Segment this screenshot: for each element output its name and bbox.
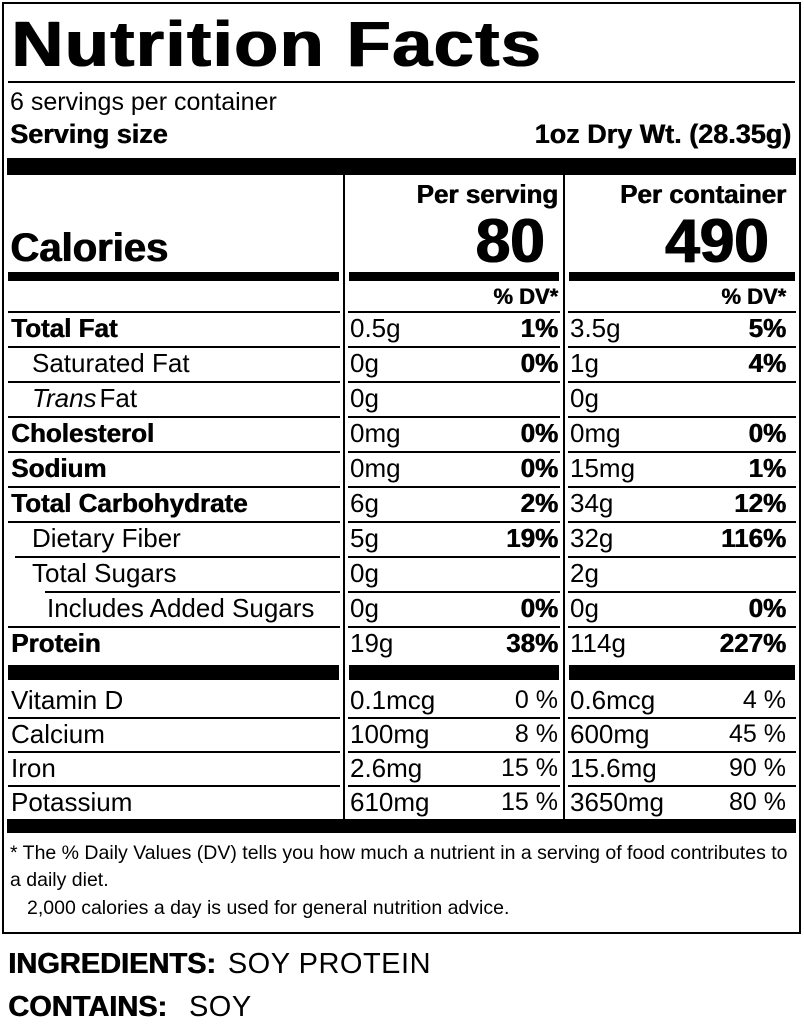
row-saturated-fat: Saturated Fat 0g 0% 1g 4% — [4, 346, 799, 381]
servings-per-container: 6 servings per container — [10, 88, 277, 116]
ingredients-value: SOY PROTEIN — [227, 947, 432, 980]
row-iron: Iron 2.6mg 15 % 15.6mg 90 % — [4, 751, 799, 785]
separator-bar — [349, 664, 559, 680]
row-protein: Protein 19g 38% 114g 227% — [4, 626, 799, 661]
per-serving-header-cell: Per serving — [343, 175, 563, 208]
daily-value-footnote: * The % Daily Values (DV) tells you how … — [4, 833, 799, 932]
row-added-sugars: Includes Added Sugars 0g 0% 0g 0% — [4, 591, 799, 626]
column-headers-row: Per serving Per container — [4, 175, 799, 208]
macro-micro-separator-row — [4, 661, 799, 683]
daily-value-header-row: % DV* % DV* — [4, 282, 799, 311]
calories-underline-row — [4, 270, 799, 282]
calories-label-cell: Calories — [4, 208, 343, 270]
ingredients-line: INGREDIENTS: SOY PROTEIN — [0, 934, 804, 981]
contains-label: CONTAINS: — [8, 990, 167, 1023]
ingredients-label: INGREDIENTS: — [8, 947, 216, 980]
separator-bar — [8, 664, 339, 680]
row-trans-fat: Trans Fat 0g 0g — [4, 381, 799, 416]
calories-underline-bar — [569, 271, 795, 281]
per-serving-header: Per serving — [416, 178, 558, 209]
calories-label: Calories — [10, 226, 168, 270]
separator-bar — [569, 664, 795, 680]
footnote-separator-bar — [7, 819, 796, 833]
row-sodium: Sodium 0mg 0% 15mg 1% — [4, 451, 799, 486]
row-calcium: Calcium 100mg 8 % 600mg 45 % — [4, 717, 799, 751]
calories-per-serving-value: 80 — [475, 206, 544, 276]
per-container-header-cell: Per container — [563, 175, 799, 208]
calories-per-container-value: 490 — [664, 206, 768, 276]
row-potassium: Potassium 610mg 15 % 3650mg 80 % — [4, 785, 799, 819]
serving-size-row: Serving size 1oz Dry Wt. (28.35g) — [4, 117, 799, 150]
row-total-sugars: Total Sugars 0g 2g — [4, 556, 799, 591]
contains-line: CONTAINS: SOY — [0, 981, 804, 1024]
calories-underline-bar — [349, 271, 559, 281]
footnote-line-1: * The % Daily Values (DV) tells you how … — [10, 842, 788, 892]
title-divider — [8, 81, 795, 83]
row-total-carbohydrate: Total Carbohydrate 6g 2% 34g 12% — [4, 486, 799, 521]
spacer-cell — [4, 175, 343, 208]
header-thick-bar — [7, 158, 796, 175]
row-dietary-fiber: Dietary Fiber 5g 19% 32g 116% — [4, 521, 799, 556]
footnote-line-2: 2,000 calories a day is used for general… — [27, 896, 510, 919]
serving-size-label: Serving size — [10, 119, 168, 149]
calories-per-container-cell: 490 — [563, 206, 799, 276]
per-container-header: Per container — [619, 178, 786, 209]
dv-header-per-serving: % DV* — [493, 283, 558, 309]
calories-underline-bar — [8, 271, 339, 281]
dv-header-per-container: % DV* — [721, 283, 786, 309]
contains-value: SOY — [188, 990, 252, 1023]
serving-size-value: 1oz Dry Wt. (28.35g) — [534, 119, 791, 149]
calories-per-serving-cell: 80 — [343, 206, 563, 276]
row-vitamin-d: Vitamin D 0.1mcg 0 % 0.6mcg 4 % — [4, 683, 799, 717]
row-cholesterol: Cholesterol 0mg 0% 0mg 0% — [4, 416, 799, 451]
row-total-fat: Total Fat 0.5g 1% 3.5g 5% — [4, 311, 799, 346]
label-title: Nutrition Facts — [10, 8, 542, 80]
nutrition-facts-label: Nutrition Facts 6 servings per container… — [2, 2, 801, 934]
calories-row: Calories 80 490 — [4, 206, 799, 276]
